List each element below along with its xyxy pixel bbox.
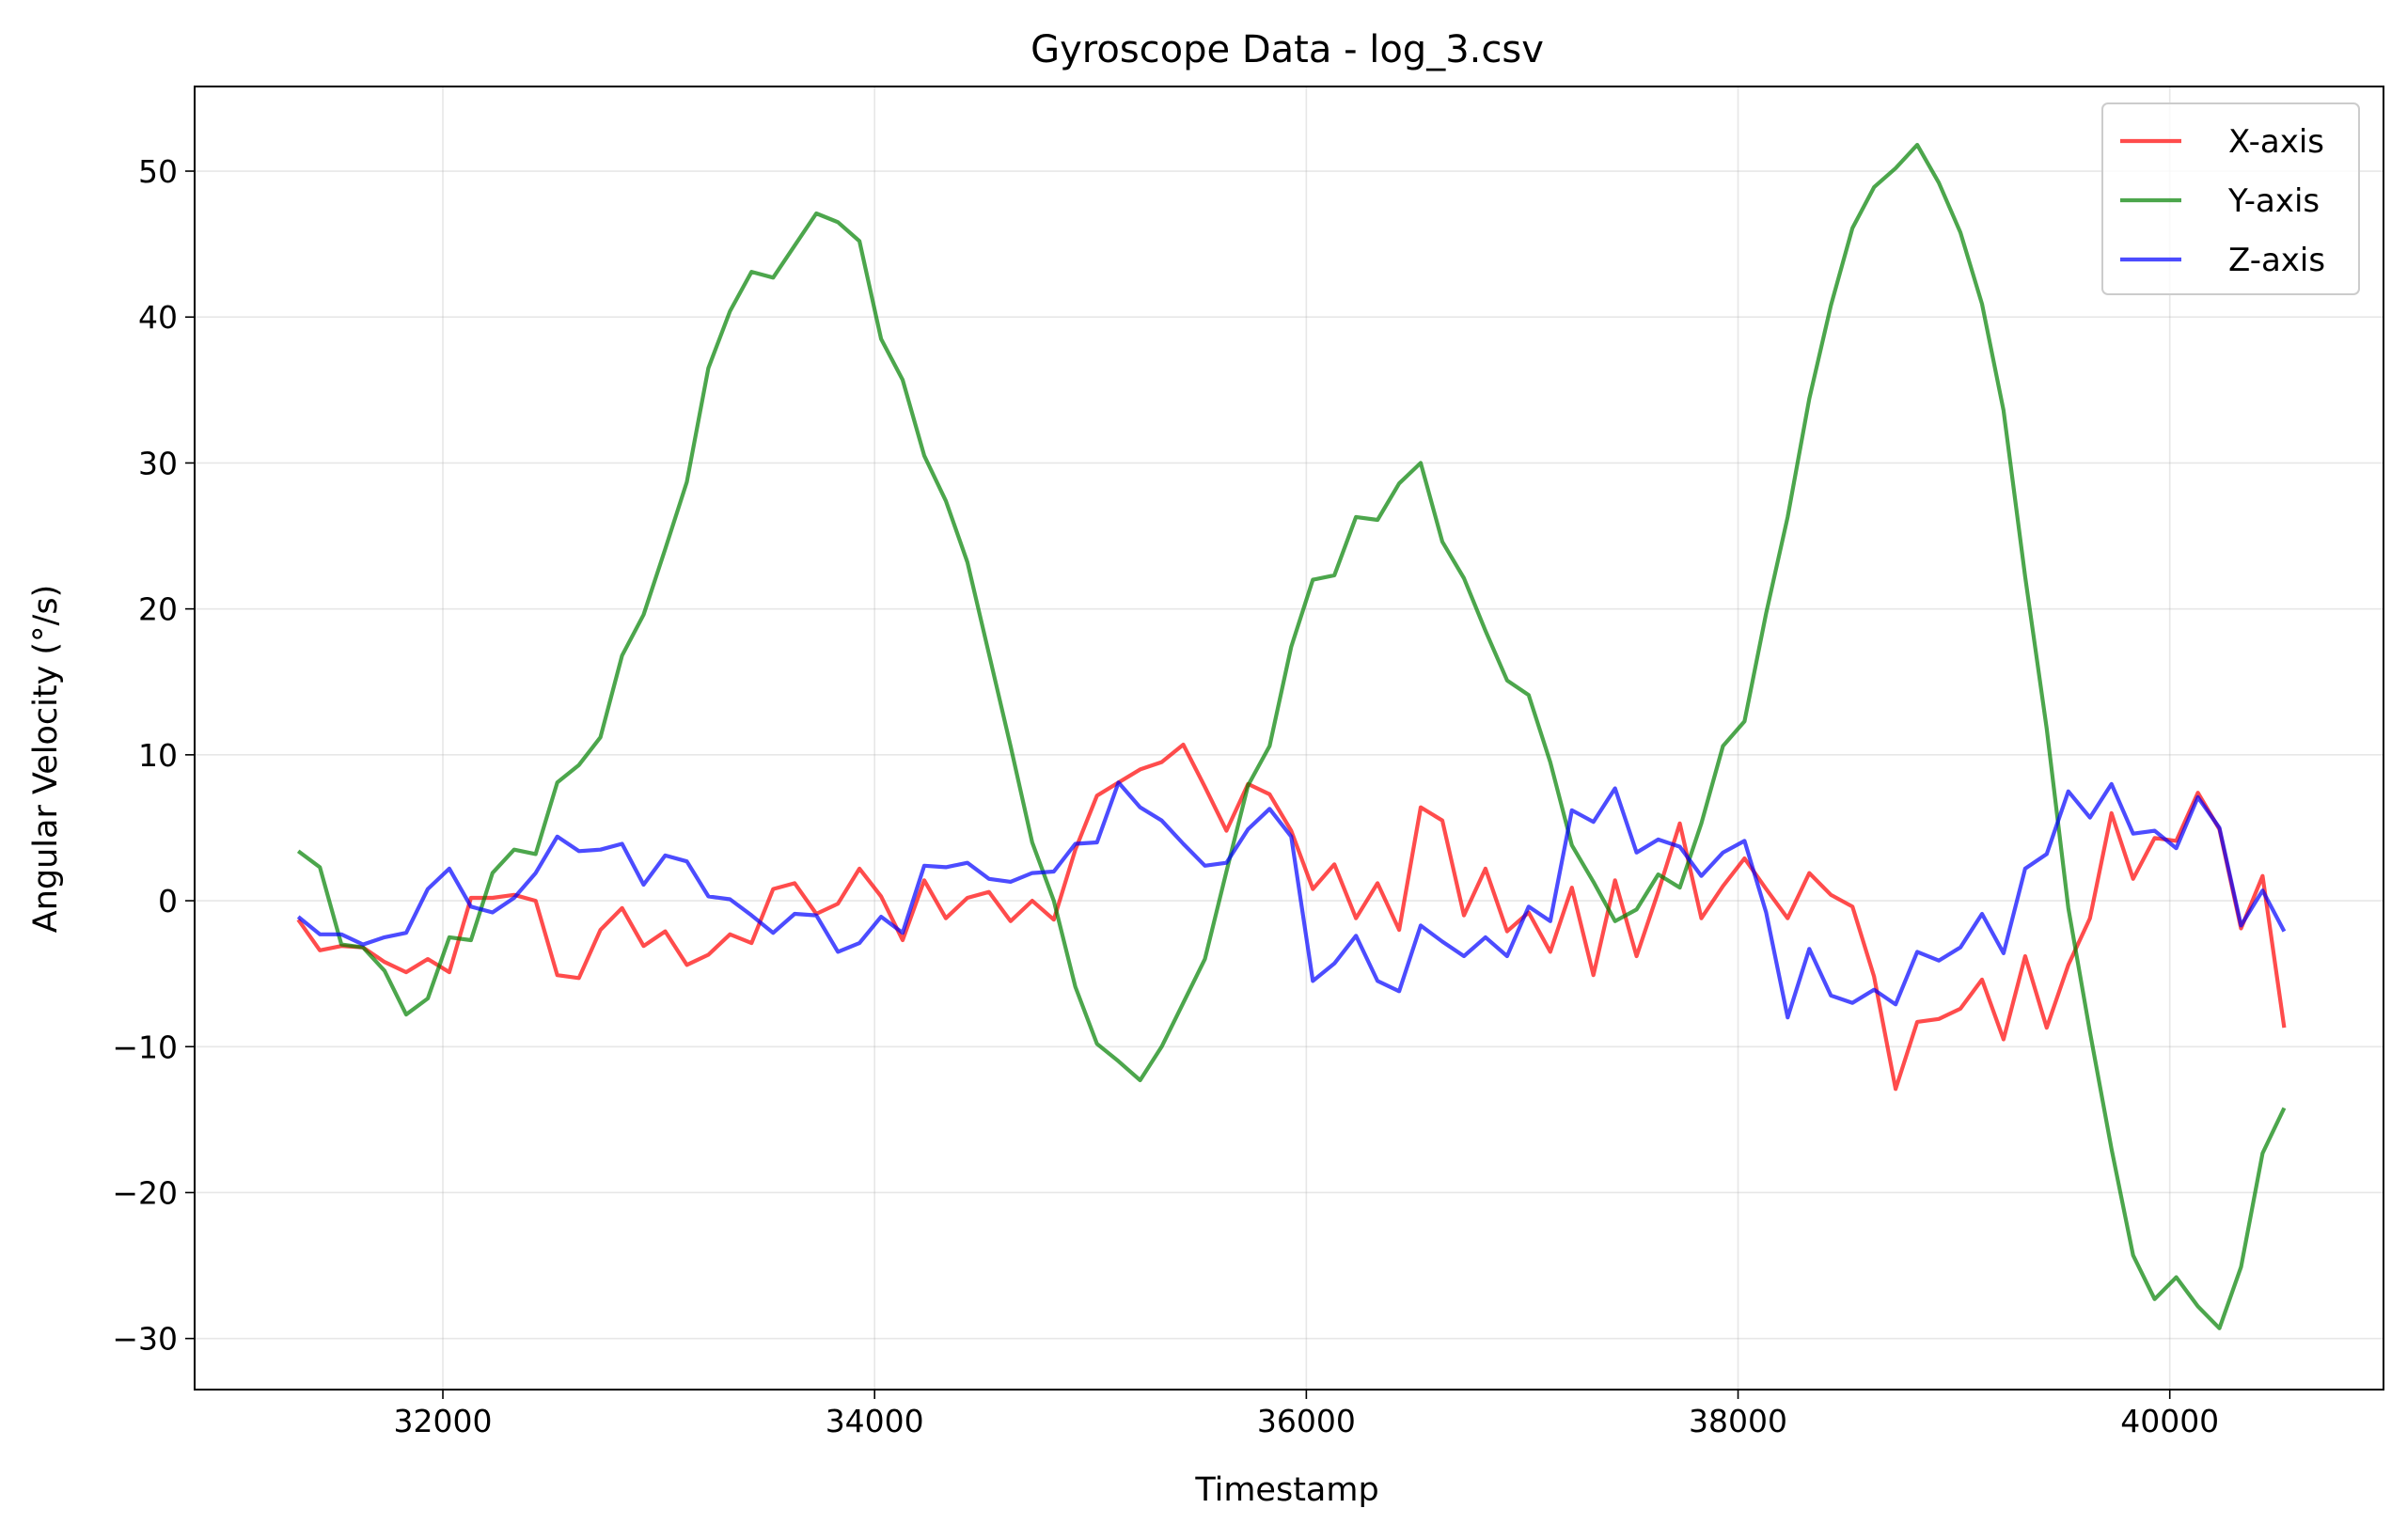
y-tick-label: −30 [112,1321,178,1358]
y-tick-label: 50 [138,153,178,190]
x-axis-title: Timestamp [1194,1471,1378,1509]
y-tick-label: 20 [138,591,178,628]
legend: X-axis Y-axis Z-axis [2101,102,2360,295]
legend-label-y-axis: Y-axis [2227,182,2320,220]
chart-title: Gyroscope Data - log_3.csv [1030,28,1544,71]
plot-frame [194,86,2384,1391]
series-layer [296,143,2287,1330]
x-tick-label: 32000 [394,1403,493,1439]
y-tick-label: 10 [138,737,178,774]
series-line-z-axis [296,780,2287,1020]
y-tick-label: 40 [138,299,178,336]
series-line-x-axis [296,742,2287,1092]
tick-layer: 32000 34000 36000 38000 40000 −30 −20 −10 0 10 20 3… [112,153,2219,1439]
x-tick-label: 38000 [1689,1403,1787,1439]
y-tick-label: −10 [112,1029,178,1065]
legend-label-z-axis: Z-axis [2228,242,2325,279]
grid-layer [195,86,2383,1390]
x-tick-label: 34000 [826,1403,924,1439]
x-tick-label: 40000 [2120,1403,2219,1439]
legend-box [2101,102,2360,295]
x-tick-label: 36000 [1257,1403,1356,1439]
series-line-y-axis [296,143,2287,1330]
y-axis-title: Angular Velocity (°/s) [27,585,65,933]
y-tick-label: −20 [112,1174,178,1211]
y-tick-label: 30 [138,445,178,481]
y-tick-label: 0 [158,883,178,919]
legend-label-x-axis: X-axis [2228,123,2324,161]
